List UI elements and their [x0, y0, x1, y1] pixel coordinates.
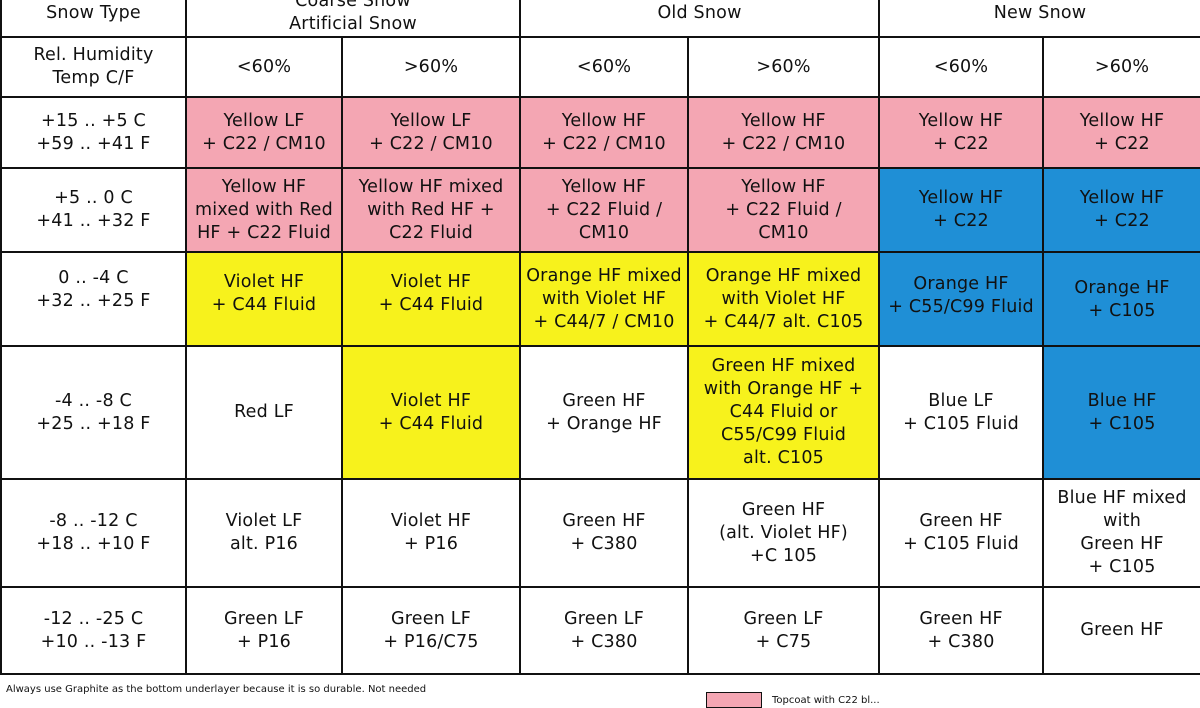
wax-cell: Orange HF mixed with Violet HF + C44/7 /… — [519, 251, 690, 347]
wax-cell: Green HF + Orange HF — [519, 345, 690, 480]
group-header-coarse: Coarse Snow Artificial Snow — [184, 0, 522, 38]
temp-range: 0 .. -4 C +32 .. +25 F — [0, 251, 187, 347]
wax-cell: Yellow LF + C22 / CM10 — [185, 96, 343, 169]
wax-cell: Yellow LF + C22 / CM10 — [340, 96, 522, 169]
wax-cell: Green HF mixed with Orange HF + C44 Flui… — [687, 345, 881, 480]
table-row: -4 .. -8 C +25 .. +18 F Red LF Violet HF… — [0, 345, 1200, 480]
humidity-temp-header: Rel. Humidity Temp C/F — [0, 36, 187, 98]
temp-range: -4 .. -8 C +25 .. +18 F — [0, 345, 187, 480]
humidity-col-2: >60% — [340, 36, 522, 98]
wax-cell: Yellow HF + C22 Fluid / CM10 — [687, 167, 881, 253]
wax-cell: Yellow HF + C22 / CM10 — [687, 96, 881, 169]
snow-type-header: Snow Type — [0, 0, 187, 38]
wax-cell: Green HF (alt. Violet HF) +C 105 — [687, 478, 881, 588]
temp-range: -12 .. -25 C +10 .. -13 F — [0, 586, 187, 675]
wax-cell: Orange HF + C55/C99 Fluid — [878, 251, 1045, 347]
wax-cell: Violet LF alt. P16 — [185, 478, 343, 588]
wax-cell: Green HF + C380 — [519, 478, 690, 588]
wax-cell: Yellow HF + C22 — [878, 167, 1045, 253]
wax-cell: Green HF + C105 Fluid — [878, 478, 1045, 588]
wax-cell: Green LF + C75 — [687, 586, 881, 675]
table-row: +15 .. +5 C +59 .. +41 F Yellow LF + C22… — [0, 96, 1200, 169]
humidity-col-3: <60% — [519, 36, 690, 98]
wax-cell: Red LF — [185, 345, 343, 480]
table-row: -12 .. -25 C +10 .. -13 F Green LF + P16… — [0, 586, 1200, 675]
wax-cell: Violet HF + C44 Fluid — [185, 251, 343, 347]
wax-cell: Violet HF + C44 Fluid — [340, 251, 522, 347]
wax-cell: Green HF + C380 — [878, 586, 1045, 675]
header-row-humidity: Rel. Humidity Temp C/F <60% >60% <60% >6… — [0, 36, 1200, 98]
wax-cell: Yellow HF + C22 — [878, 96, 1045, 169]
wax-cell: Blue HF + C105 — [1042, 345, 1200, 480]
temp-range: +5 .. 0 C +41 .. +32 F — [0, 167, 187, 253]
wax-cell: Yellow HF + C22 Fluid / CM10 — [519, 167, 690, 253]
wax-chart-table: Snow Type Coarse Snow Artificial Snow Ol… — [0, 0, 1200, 675]
legend: Topcoat with C22 bl... — [706, 692, 880, 708]
legend-text: Topcoat with C22 bl... — [772, 694, 880, 706]
temp-range: +15 .. +5 C +59 .. +41 F — [0, 96, 187, 169]
group-header-new: New Snow — [878, 0, 1200, 38]
humidity-col-4: >60% — [687, 36, 881, 98]
wax-cell: Green LF + P16 — [185, 586, 343, 675]
group-header-old: Old Snow — [519, 0, 881, 38]
wax-cell: Blue LF + C105 Fluid — [878, 345, 1045, 480]
table-row: 0 .. -4 C +32 .. +25 F Violet HF + C44 F… — [0, 251, 1200, 347]
legend-swatch-pink — [706, 692, 762, 708]
wax-cell: Green HF — [1042, 586, 1200, 675]
temp-range: -8 .. -12 C +18 .. +10 F — [0, 478, 187, 588]
humidity-col-5: <60% — [878, 36, 1045, 98]
header-row-groups: Snow Type Coarse Snow Artificial Snow Ol… — [0, 0, 1200, 38]
wax-cell: Blue HF mixed with Green HF + C105 — [1042, 478, 1200, 588]
humidity-col-6: >60% — [1042, 36, 1200, 98]
wax-cell: Orange HF mixed with Violet HF + C44/7 a… — [687, 251, 881, 347]
wax-cell: Yellow HF + C22 — [1042, 96, 1200, 169]
table-row: -8 .. -12 C +18 .. +10 F Violet LF alt. … — [0, 478, 1200, 588]
humidity-col-1: <60% — [185, 36, 343, 98]
table-row: +5 .. 0 C +41 .. +32 F Yellow HF mixed w… — [0, 167, 1200, 253]
wax-cell: Orange HF + C105 — [1042, 251, 1200, 347]
wax-cell: Green LF + P16/C75 — [340, 586, 522, 675]
wax-cell: Yellow HF mixed with Red HF + C22 Fluid — [185, 167, 343, 253]
wax-cell: Yellow HF + C22 / CM10 — [519, 96, 690, 169]
wax-cell: Violet HF + P16 — [340, 478, 522, 588]
wax-cell: Violet HF + C44 Fluid — [340, 345, 522, 480]
wax-cell: Yellow HF + C22 — [1042, 167, 1200, 253]
wax-cell: Green LF + C380 — [519, 586, 690, 675]
footer-note: Always use Graphite as the bottom underl… — [6, 684, 427, 695]
wax-cell: Yellow HF mixed with Red HF + C22 Fluid — [340, 167, 522, 253]
